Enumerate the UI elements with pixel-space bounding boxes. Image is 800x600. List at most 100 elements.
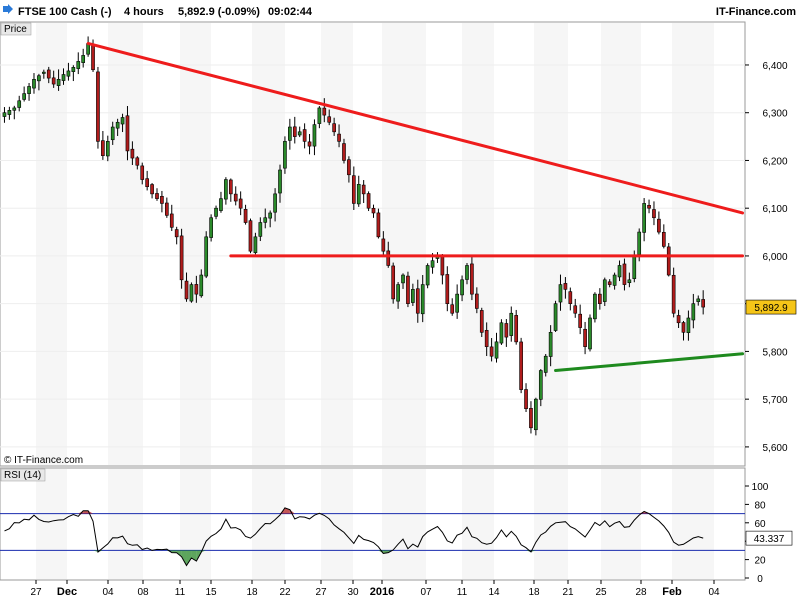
- candle-body: [150, 184, 154, 195]
- price-tick-label: 6,400: [762, 61, 787, 72]
- candle-body: [17, 100, 22, 108]
- candle-body: [494, 341, 499, 359]
- candle-body: [686, 317, 691, 333]
- candle-body: [696, 298, 701, 302]
- time-tick-label: 04: [102, 587, 114, 598]
- time-tick-label: Dec: [57, 586, 77, 598]
- time-tick-label: 14: [488, 587, 500, 598]
- candle-body: [509, 312, 514, 336]
- time-tick-label: 27: [30, 587, 42, 598]
- candle-body: [228, 179, 233, 195]
- candle-body: [56, 78, 61, 86]
- candle-body: [135, 157, 140, 166]
- candle-body: [460, 279, 464, 296]
- candle-body: [297, 131, 302, 136]
- candle-body: [411, 289, 415, 303]
- candle-body: [647, 204, 651, 209]
- candle-body: [342, 143, 346, 161]
- candle-body: [652, 209, 656, 219]
- rising-support-line: [554, 352, 745, 373]
- time-tick-label: 18: [528, 587, 540, 598]
- candle-body: [381, 238, 386, 252]
- candle-body: [396, 284, 400, 302]
- candle-body: [391, 265, 396, 300]
- candle-body: [337, 133, 341, 142]
- rsi-oversold-fill: [181, 550, 187, 566]
- candle-body: [307, 141, 312, 147]
- candle-body: [81, 55, 86, 63]
- time-tick-label: 30: [347, 587, 359, 598]
- time-tick-label: 2016: [370, 586, 394, 598]
- candle-body: [12, 107, 17, 111]
- candle-body: [529, 407, 533, 429]
- candle-body: [553, 303, 558, 331]
- weekly-band: [321, 23, 353, 465]
- weekly-band: [462, 23, 494, 465]
- candle-body: [248, 220, 253, 252]
- candle-body: [71, 67, 76, 72]
- candle-body: [450, 304, 455, 314]
- time-tick-label: 22: [279, 587, 291, 598]
- candle-body: [283, 141, 287, 169]
- candle-body: [622, 263, 627, 285]
- weekly-band: [382, 23, 426, 465]
- time-tick-label: 11: [175, 587, 186, 598]
- copyright-label: © IT-Finance.com: [4, 455, 83, 466]
- source-label: IT-Finance.com: [716, 6, 796, 18]
- candle-body: [484, 330, 489, 347]
- rsi-oversold-fill: [186, 550, 192, 566]
- rsi-weekly-band: [382, 469, 426, 579]
- candle-body: [617, 265, 622, 278]
- rsi-oversold-fill: [530, 550, 536, 553]
- candle-body: [681, 322, 686, 333]
- price-tick-label: 5,700: [762, 395, 787, 406]
- candle-body: [356, 184, 361, 205]
- candle-body: [543, 355, 548, 373]
- time-axis: 27 Dec 04 08 11 15 18 22 27 30 2016 07 11 14 18 21 25 28 F…: [0, 579, 745, 598]
- rsi-axis: 02040608010043.337: [745, 482, 793, 585]
- candle-body: [612, 274, 617, 286]
- candle-body: [317, 107, 322, 124]
- rsi-tick-label: 0: [757, 574, 763, 585]
- price-tick-label: 6,000: [762, 252, 787, 263]
- candle-body: [524, 389, 528, 410]
- candle-body: [61, 74, 66, 81]
- candle-body: [548, 332, 553, 357]
- candle-body: [430, 260, 435, 268]
- price-tick-label: 5,800: [762, 347, 787, 358]
- time-tick-label: 07: [420, 587, 432, 598]
- candle-body: [578, 313, 582, 328]
- candle-body: [120, 117, 125, 125]
- rsi-weekly-band: [108, 469, 143, 579]
- rsi-overbought-fill: [639, 511, 645, 514]
- weekly-band: [601, 23, 641, 465]
- candle-body: [263, 217, 268, 223]
- candle-body: [189, 284, 194, 302]
- candle-body: [376, 212, 381, 238]
- candle-body: [514, 315, 519, 343]
- time-tick-label: 25: [595, 587, 607, 598]
- price-panel-label: Price: [4, 24, 27, 35]
- candle-body: [219, 198, 223, 211]
- candle-body: [701, 299, 706, 308]
- time-tick-label: 04: [708, 587, 720, 598]
- time-tick-label: Feb: [662, 586, 682, 598]
- candle-body: [214, 207, 218, 217]
- candle-body: [76, 61, 81, 69]
- candle-body: [66, 70, 71, 77]
- instrument-name: FTSE 100 Cash (-): [18, 6, 112, 18]
- candle-body: [179, 235, 184, 281]
- candle-body: [475, 293, 479, 309]
- weekly-band: [108, 23, 143, 465]
- time-tick-label: 27: [315, 587, 327, 598]
- candle-body: [602, 279, 607, 302]
- candle-body: [278, 169, 282, 194]
- price-tick-label: 6,100: [762, 204, 787, 215]
- candle-body: [627, 279, 632, 284]
- candle-body: [292, 126, 297, 137]
- candle-body: [160, 196, 164, 204]
- candle-body: [199, 274, 204, 297]
- candle-body: [7, 110, 12, 115]
- rsi-tick-label: 100: [752, 482, 769, 493]
- candle-body: [425, 265, 430, 286]
